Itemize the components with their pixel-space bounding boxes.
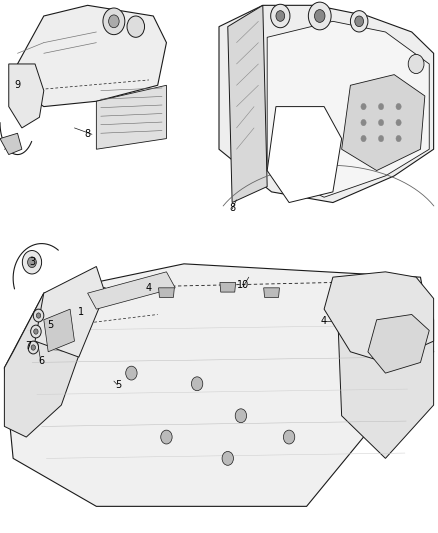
Circle shape [31,345,35,350]
Text: 10: 10 [237,280,249,290]
Text: 1: 1 [78,307,84,317]
Circle shape [33,309,44,322]
Polygon shape [368,314,429,373]
Circle shape [161,430,172,444]
Circle shape [28,257,36,268]
Polygon shape [267,21,429,197]
Circle shape [126,366,137,380]
Circle shape [378,135,384,142]
Circle shape [222,451,233,465]
Circle shape [31,325,41,338]
Circle shape [191,377,203,391]
Polygon shape [342,75,425,171]
Circle shape [271,4,290,28]
Circle shape [127,16,145,37]
Text: 8: 8 [85,130,91,139]
Circle shape [314,10,325,22]
Circle shape [283,430,295,444]
Circle shape [378,103,384,110]
Polygon shape [88,272,175,309]
Circle shape [350,11,368,32]
Polygon shape [264,288,279,297]
Text: 4: 4 [321,316,327,326]
Circle shape [22,251,42,274]
Circle shape [34,329,38,334]
Polygon shape [267,107,342,203]
Text: 3: 3 [30,257,36,267]
Polygon shape [4,293,88,437]
Circle shape [308,2,331,30]
Polygon shape [337,282,434,458]
Polygon shape [4,264,434,506]
Circle shape [361,119,366,126]
Circle shape [103,8,125,35]
Circle shape [378,119,384,126]
Polygon shape [220,282,236,292]
Polygon shape [35,266,105,357]
Circle shape [109,15,119,28]
Circle shape [36,313,41,318]
Text: 5: 5 [47,320,53,330]
Circle shape [355,16,364,27]
Polygon shape [228,5,267,203]
Text: 7: 7 [25,342,32,351]
Circle shape [28,341,39,354]
Text: 4: 4 [146,283,152,293]
Polygon shape [219,5,434,203]
Circle shape [408,54,424,74]
Polygon shape [159,288,174,297]
Polygon shape [44,309,74,352]
Circle shape [396,119,401,126]
Text: 9: 9 [14,80,21,90]
Polygon shape [9,64,44,128]
Circle shape [361,103,366,110]
Polygon shape [96,85,166,149]
Circle shape [361,135,366,142]
Text: 6: 6 [39,357,45,366]
Circle shape [396,103,401,110]
Polygon shape [13,5,166,107]
Circle shape [396,135,401,142]
Circle shape [235,409,247,423]
Circle shape [276,11,285,21]
Polygon shape [324,272,434,362]
Text: 8: 8 [229,203,235,213]
Polygon shape [0,133,22,155]
Text: 5: 5 [115,380,121,390]
